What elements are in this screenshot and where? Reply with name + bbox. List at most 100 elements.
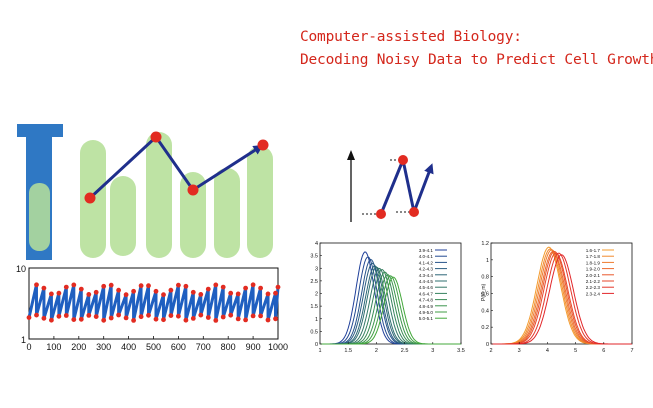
distribution-curve: [320, 276, 461, 345]
legend-label: 4.0-4.1: [419, 254, 434, 259]
legend-label: 1.8-1.9: [586, 260, 601, 265]
trace-point: [101, 317, 107, 323]
trace-line: [27, 284, 280, 321]
trace-point: [183, 283, 189, 289]
trace-point: [250, 282, 256, 288]
distribution-curve: [491, 254, 632, 345]
trace-point: [63, 284, 69, 290]
growing-cells: [80, 132, 273, 258]
trace-point: [26, 315, 32, 320]
trace-ytick-label: 10: [16, 264, 26, 274]
legend-label: 2.2-2.3: [586, 285, 601, 290]
dist-xtick-label: 4: [546, 348, 549, 354]
dist-ytick-label: 0: [486, 342, 489, 348]
trace-point: [78, 286, 84, 292]
dist-ytick-label: 3.5: [310, 254, 318, 260]
division-point: [187, 184, 199, 196]
legend-label: 3.9-4.1: [419, 248, 434, 253]
trace-point: [198, 292, 204, 297]
legend-label: 4.4-4.5: [419, 279, 434, 284]
legend-label: 2.3-2.4: [586, 291, 601, 296]
dist-ytick-label: 0: [315, 342, 318, 348]
legend-label: 4.8-4.9: [419, 304, 434, 309]
legend-label: 1.6-1.7: [586, 248, 601, 253]
title-line-2: Decoding Noisy Data to Predict Cell Grow…: [300, 52, 653, 68]
legend-label: 4.7-4.8: [419, 298, 434, 303]
trace-point: [116, 312, 121, 318]
trace-xtick-label: 900: [246, 342, 261, 352]
dist-xtick-label: 2: [489, 348, 492, 354]
time-trace-chart: 0 100 200 300 400 500 600 700 800 900 1000 1 10: [16, 264, 288, 352]
division-point: [84, 192, 96, 204]
trace-xtick-label: 300: [96, 342, 111, 352]
dist-ytick-label: 2.5: [310, 279, 318, 285]
dist-ytick-label: 1: [486, 258, 489, 264]
dist-xtick-label: 3: [518, 348, 521, 354]
trace-xtick-label: 1000: [268, 342, 288, 352]
trace-xtick-label: 400: [121, 342, 136, 352]
distribution-chart-right: 1.6-1.71.7-1.81.8-1.9 1.9-2.02.0-2.12.1-2…: [481, 241, 634, 354]
growth-trajectory: [88, 134, 264, 200]
trace-point: [176, 313, 181, 319]
trace-point: [131, 288, 137, 294]
legend-label: 4.9-5.0: [419, 310, 434, 315]
trace-point: [250, 313, 256, 319]
legend-label: 4.1-4.2: [419, 260, 434, 265]
dist-xtick-label: 1.5: [344, 348, 352, 354]
trace-point: [176, 282, 181, 288]
trace-xtick-label: 700: [196, 342, 211, 352]
trace-point: [213, 282, 219, 288]
distribution-curve: [491, 250, 632, 345]
trace-point: [49, 317, 54, 323]
trace-point: [265, 317, 271, 323]
trace-ytick-label: 1: [21, 335, 26, 345]
trace-point: [56, 313, 62, 319]
legend-label: 5.0-5.1: [419, 316, 434, 321]
distribution-chart-left: 3.9-4.14.0-4.14.1-4.2 4.2-4.34.3-4.44.4-4…: [310, 241, 464, 354]
division-point: [257, 139, 269, 151]
trace-point: [265, 291, 271, 297]
legend-label: 4.6-4.7: [419, 291, 434, 296]
trace-point: [243, 317, 249, 323]
trace-xtick-label: 500: [146, 342, 161, 352]
trace-point: [49, 291, 54, 297]
trace-point: [63, 313, 69, 318]
dist-xtick-label: 5: [574, 348, 577, 354]
trapped-cell: [29, 183, 50, 251]
right-ylabel: P(l/l_m): [481, 283, 487, 301]
growing-cell: [146, 132, 172, 258]
trace-point: [198, 312, 204, 318]
trace-xtick-label: 200: [71, 342, 86, 352]
schematic-point: [409, 207, 419, 217]
trace-point: [190, 316, 196, 321]
trace-point: [275, 284, 281, 290]
trace-point: [71, 317, 77, 322]
trace-point: [108, 282, 114, 288]
trace-point: [56, 290, 62, 296]
division-point: [150, 131, 162, 143]
trace-point: [273, 290, 278, 296]
trace-point: [86, 313, 92, 318]
dist-xtick-label: 3.5: [457, 348, 465, 354]
legend-label: 1.9-2.0: [586, 267, 601, 272]
trace-point: [168, 287, 174, 293]
mother-machine-illustration: [17, 124, 273, 260]
trace-xtick-label: 100: [46, 342, 61, 352]
legend-label: 4.5-4.6: [419, 285, 434, 290]
dist-ytick-label: 0.8: [481, 275, 489, 281]
dist-ytick-label: 3: [315, 266, 318, 272]
distribution-curve: [320, 256, 461, 345]
dist-xtick-label: 2.5: [401, 348, 409, 354]
trace-point: [258, 313, 263, 319]
trace-point: [190, 289, 196, 295]
trace-point: [138, 283, 144, 289]
dist-ytick-label: 0.5: [310, 329, 318, 335]
legend-label: 1.7-1.8: [586, 254, 601, 259]
trace-point: [213, 318, 219, 323]
trace-point: [71, 282, 77, 288]
dist-ytick-label: 1: [315, 317, 318, 323]
trace-point: [235, 291, 241, 297]
dist-xtick-label: 3: [431, 348, 434, 354]
schematic-path: [379, 154, 434, 218]
trace-point: [131, 318, 137, 323]
